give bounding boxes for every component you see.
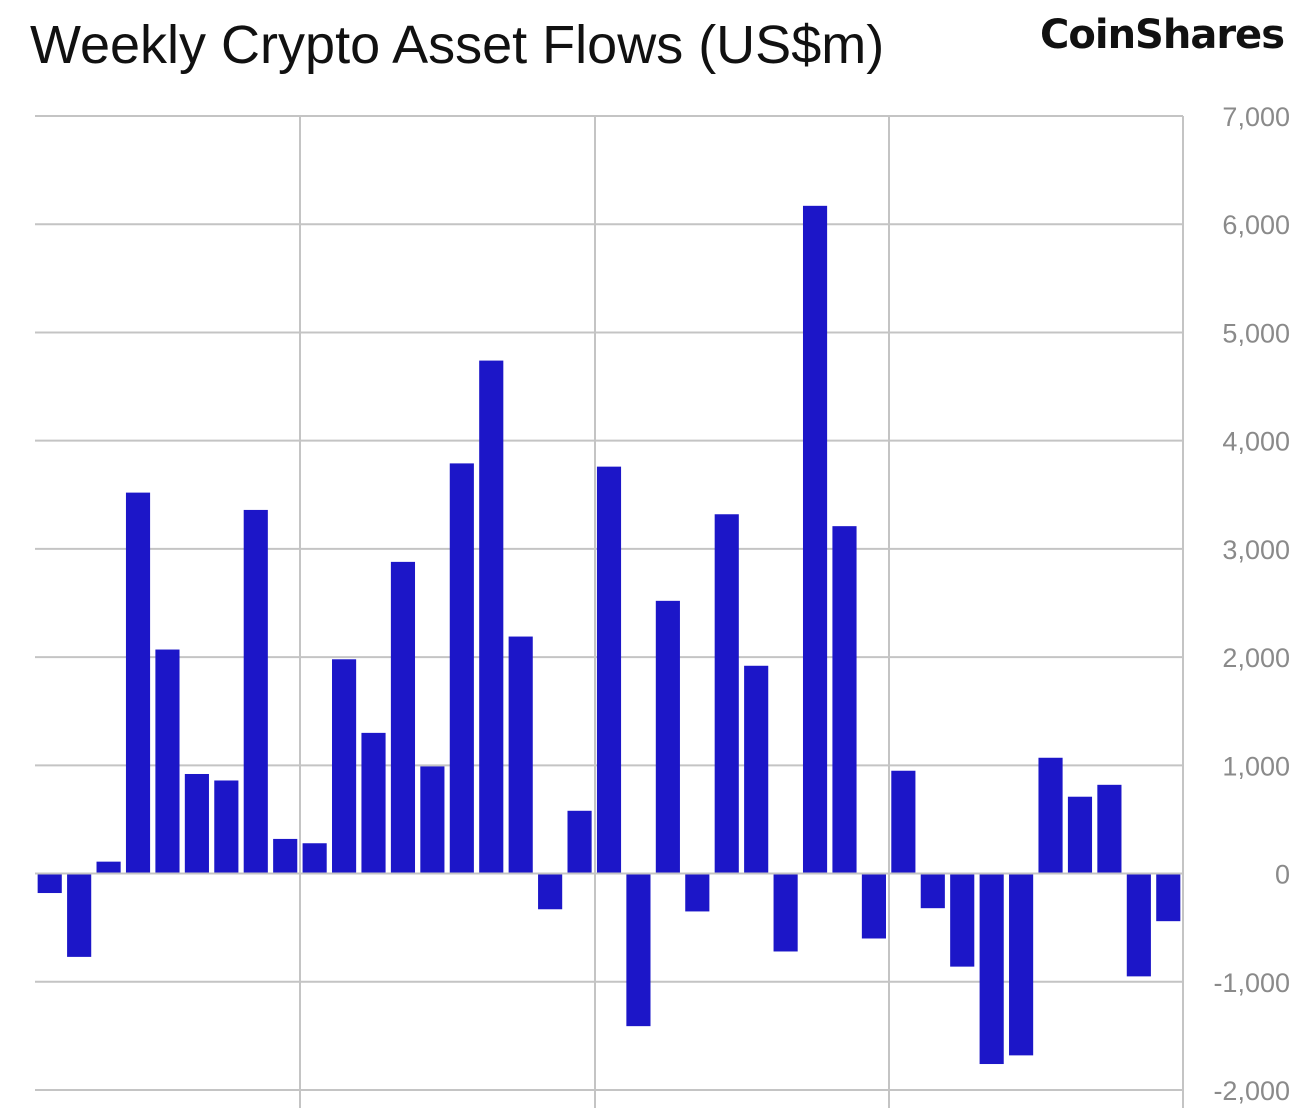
bar: [714, 514, 739, 874]
bar: [744, 665, 769, 874]
bar: [67, 873, 92, 957]
bar: [773, 873, 798, 952]
bar: [655, 600, 680, 874]
bar: [243, 509, 268, 874]
y-tick-label: 7,000: [1222, 102, 1290, 132]
bar: [1156, 873, 1181, 922]
bar: [567, 810, 592, 874]
bar: [1097, 784, 1122, 874]
bar: [685, 873, 710, 912]
bar: [1009, 873, 1034, 1056]
y-tick-label: 1,000: [1222, 751, 1290, 781]
bar: [420, 766, 445, 874]
bar: [802, 205, 828, 874]
y-tick-label: 2,000: [1222, 643, 1290, 673]
bar: [626, 873, 651, 1027]
bar: [920, 873, 945, 909]
bar: [1126, 873, 1151, 977]
y-tick-label: 4,000: [1222, 427, 1290, 457]
bar: [508, 636, 533, 874]
chart-title: Weekly Crypto Asset Flows (US$m): [30, 15, 885, 75]
bar: [37, 873, 62, 894]
bar: [332, 659, 357, 874]
y-tick-label: -2,000: [1213, 1076, 1290, 1106]
bar: [1067, 796, 1093, 874]
y-tick-label: 5,000: [1222, 318, 1290, 348]
y-tick-label: -1,000: [1213, 968, 1290, 998]
coinshares-logo: CoinShares: [1040, 12, 1285, 58]
bar: [155, 649, 180, 874]
bar: [449, 463, 474, 874]
bar: [184, 773, 209, 874]
y-tick-label: 3,000: [1222, 535, 1290, 565]
y-tick-label: 6,000: [1222, 210, 1290, 240]
bar: [891, 770, 916, 874]
bar: [538, 873, 563, 910]
bar: [214, 780, 239, 874]
bar: [950, 873, 975, 967]
y-axis-ticks: 7,000 6,000 5,000 4,000 3,000 2,000 1,000 0 -1,0…: [1213, 102, 1290, 1106]
bar: [361, 732, 386, 874]
bar: [125, 492, 151, 874]
bar: [596, 466, 622, 874]
bar: [302, 843, 327, 874]
bar: [979, 873, 1004, 1065]
bar: [1038, 757, 1063, 874]
y-tick-label: 0: [1275, 860, 1290, 890]
bar: [390, 561, 416, 874]
bar: [96, 861, 121, 874]
bars: [35, 205, 1183, 1065]
bar: [861, 873, 886, 939]
bar: [832, 526, 857, 874]
bar: [479, 360, 504, 874]
bar: [273, 838, 298, 874]
